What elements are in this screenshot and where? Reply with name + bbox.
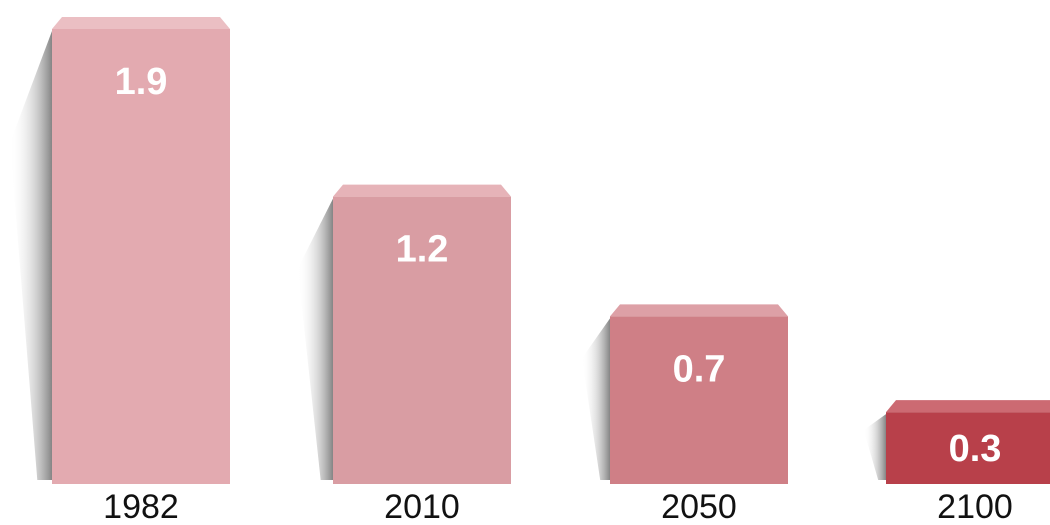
x-axis-tick-labels: 1982 2010 2050 2100: [103, 488, 1013, 525]
bar-top-face: [886, 400, 1050, 413]
bar-top-face: [52, 17, 230, 29]
bar-2010: [333, 196, 511, 484]
bar-value-label: 1.9: [115, 61, 168, 103]
bar-shadows: [10, 31, 886, 480]
x-tick-label: 2010: [384, 488, 460, 525]
bar-2100: [886, 412, 1050, 484]
bar-shadow: [297, 198, 333, 480]
bar-top-face: [333, 184, 511, 197]
bar-1982: [52, 29, 230, 484]
x-tick-label: 2050: [661, 488, 737, 525]
bar-shadow: [10, 31, 52, 480]
bar-shadow: [863, 414, 886, 480]
bar-shadow: [581, 318, 610, 480]
x-tick-label: 1982: [103, 488, 179, 525]
bar-value-label: 0.7: [673, 348, 726, 390]
bar-value-label: 0.3: [949, 428, 1002, 470]
value-labels: 1.9 1.2 0.7 0.3: [115, 61, 1002, 470]
bars: [52, 17, 1050, 484]
bar-value-label: 1.2: [396, 229, 449, 271]
bar-2050: [610, 316, 788, 484]
bar-top-face: [610, 304, 788, 317]
x-tick-label: 2100: [937, 488, 1013, 525]
